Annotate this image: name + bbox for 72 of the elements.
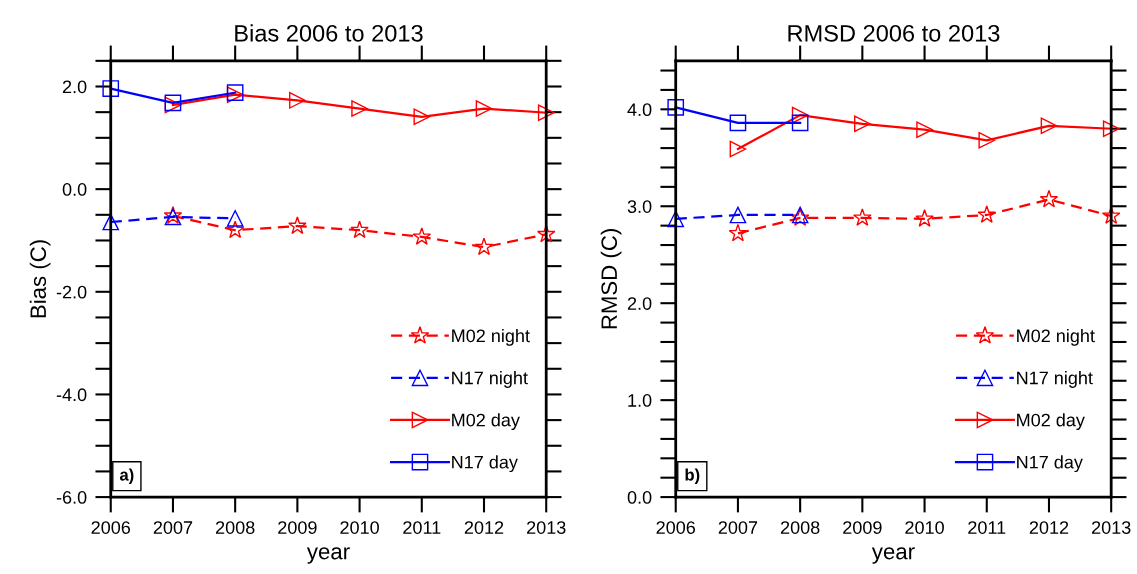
point [537, 104, 555, 122]
x-tick-label: 2010 [340, 521, 379, 534]
legend-label: M02 night [452, 328, 530, 346]
y-tick-label: 4.0 [627, 103, 652, 117]
x-tick-label: 2006 [91, 521, 131, 534]
x-tick-label: 2007 [718, 521, 758, 534]
point [289, 92, 306, 109]
point [474, 237, 494, 256]
y-tick-label: 2.0 [627, 297, 652, 310]
point [413, 108, 431, 126]
point [667, 210, 685, 228]
point [916, 121, 933, 139]
point [729, 140, 747, 158]
point [1040, 117, 1058, 135]
point [667, 99, 685, 116]
annotation: b) [685, 468, 700, 484]
point [1039, 189, 1059, 208]
annotation: a) [119, 468, 134, 484]
legend-label: M02 day [1017, 413, 1085, 430]
chart-title: RMSD 2006 to 2013 [788, 24, 1000, 42]
x-tick-label: 2010 [905, 521, 944, 534]
point [225, 220, 245, 239]
x-tick-label: 2008 [215, 521, 255, 534]
point [226, 210, 244, 227]
y-tick-label: 0.0 [627, 491, 652, 504]
legend-label: M02 night [1017, 328, 1095, 346]
x-tick-label: 2006 [656, 521, 696, 534]
point [854, 115, 871, 133]
legend-label: M02 day [452, 413, 520, 430]
point [977, 205, 997, 223]
x-tick-label: 2013 [527, 521, 566, 534]
legend-label: N17 day [1017, 455, 1083, 473]
point [351, 100, 368, 117]
x-tick-label: 2011 [403, 521, 441, 534]
point [853, 208, 872, 226]
point [475, 100, 493, 117]
point [102, 80, 120, 97]
point [1102, 120, 1120, 138]
x-tick-label: 2009 [843, 521, 882, 534]
legend-label: N17 night [452, 371, 528, 388]
x-tick-label: 2007 [153, 521, 193, 534]
y-tick-label: 2.0 [62, 80, 87, 94]
legend-label: N17 day [452, 455, 518, 473]
x-tick-label: 2013 [1092, 521, 1131, 534]
point [728, 223, 748, 242]
x-axis-title: year [306, 547, 350, 564]
point [978, 132, 996, 149]
x-tick-label: 2012 [1029, 521, 1069, 534]
x-tick-label: 2009 [278, 521, 317, 534]
point [729, 206, 747, 224]
point [350, 220, 369, 239]
x-axis-title: year [871, 547, 915, 564]
chart-title: Bias 2006 to 2013 [235, 24, 423, 42]
point [729, 114, 747, 132]
x-tick-label: 2011 [968, 521, 1006, 534]
y-tick-label: 3.0 [627, 200, 652, 213]
y-tick-label: 1.0 [628, 394, 652, 407]
y-axis-title: RMSD (C) [600, 229, 622, 329]
y-axis-title: Bias (C) [29, 240, 51, 318]
y-tick-label: 0.0 [62, 183, 87, 196]
point [102, 213, 120, 231]
y-tick-label: -4.0 [56, 388, 87, 402]
x-tick-label: 2008 [780, 521, 820, 534]
legend-label: N17 night [1017, 371, 1093, 388]
point [791, 106, 809, 124]
y-tick-label: -2.0 [56, 285, 87, 299]
point [791, 114, 809, 132]
point [915, 209, 934, 227]
x-tick-label: 2012 [464, 521, 504, 534]
y-tick-label: -6.0 [56, 491, 87, 504]
point [288, 216, 307, 235]
point [412, 227, 432, 245]
